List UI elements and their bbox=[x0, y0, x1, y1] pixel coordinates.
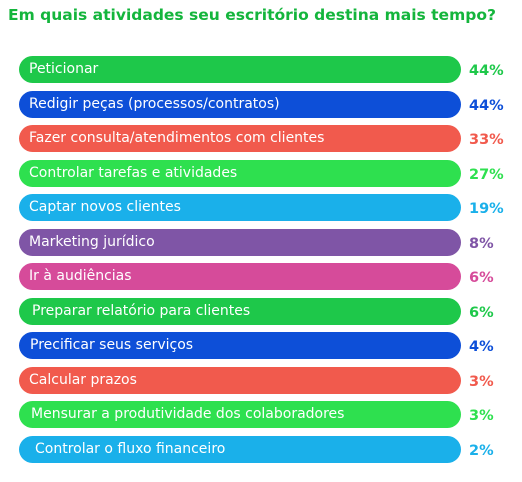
bar bbox=[19, 91, 461, 118]
bar bbox=[19, 125, 461, 152]
bar-category-label: Mensurar a produtividade dos colaborador… bbox=[31, 406, 345, 422]
bar-value-label: 19% bbox=[469, 201, 504, 217]
bar-category-label: Controlar tarefas e atividades bbox=[29, 165, 238, 181]
bar-category-label: Captar novos clientes bbox=[29, 199, 181, 215]
bar-category-label: Calcular prazos bbox=[29, 372, 137, 388]
bar-value-label: 6% bbox=[469, 305, 494, 321]
bar-value-label: 6% bbox=[469, 270, 494, 286]
bar bbox=[19, 332, 461, 359]
bar bbox=[19, 298, 461, 325]
bar-value-label: 27% bbox=[469, 167, 504, 183]
bar-value-label: 44% bbox=[469, 63, 504, 79]
bar-category-label: Preparar relatório para clientes bbox=[32, 303, 251, 319]
bar bbox=[19, 56, 461, 83]
bar bbox=[19, 229, 461, 256]
bar-category-label: Peticionar bbox=[29, 61, 99, 77]
bar bbox=[19, 436, 461, 463]
bar bbox=[19, 194, 461, 221]
bar-value-label: 2% bbox=[469, 443, 494, 459]
bar-category-label: Fazer consulta/atendimentos com clientes bbox=[29, 130, 325, 146]
bar-category-label: Controlar o fluxo financeiro bbox=[35, 441, 226, 457]
bar-value-label: 33% bbox=[469, 132, 504, 148]
chart-title: Em quais atividades seu escritório desti… bbox=[8, 6, 496, 24]
bar-category-label: Precificar seus serviços bbox=[30, 337, 194, 353]
bar-value-label: 3% bbox=[469, 408, 494, 424]
bar bbox=[19, 160, 461, 187]
bar-category-label: Marketing jurídico bbox=[29, 234, 155, 250]
bar-category-label: Redigir peças (processos/contratos) bbox=[29, 96, 280, 112]
bar-value-label: 8% bbox=[469, 236, 494, 252]
bar bbox=[19, 401, 461, 428]
bar bbox=[19, 263, 461, 290]
bar bbox=[19, 367, 461, 394]
bar-value-label: 3% bbox=[469, 374, 494, 390]
bar-category-label: Ir à audiências bbox=[29, 268, 132, 284]
bar-value-label: 4% bbox=[469, 339, 494, 355]
bar-value-label: 44% bbox=[469, 98, 504, 114]
